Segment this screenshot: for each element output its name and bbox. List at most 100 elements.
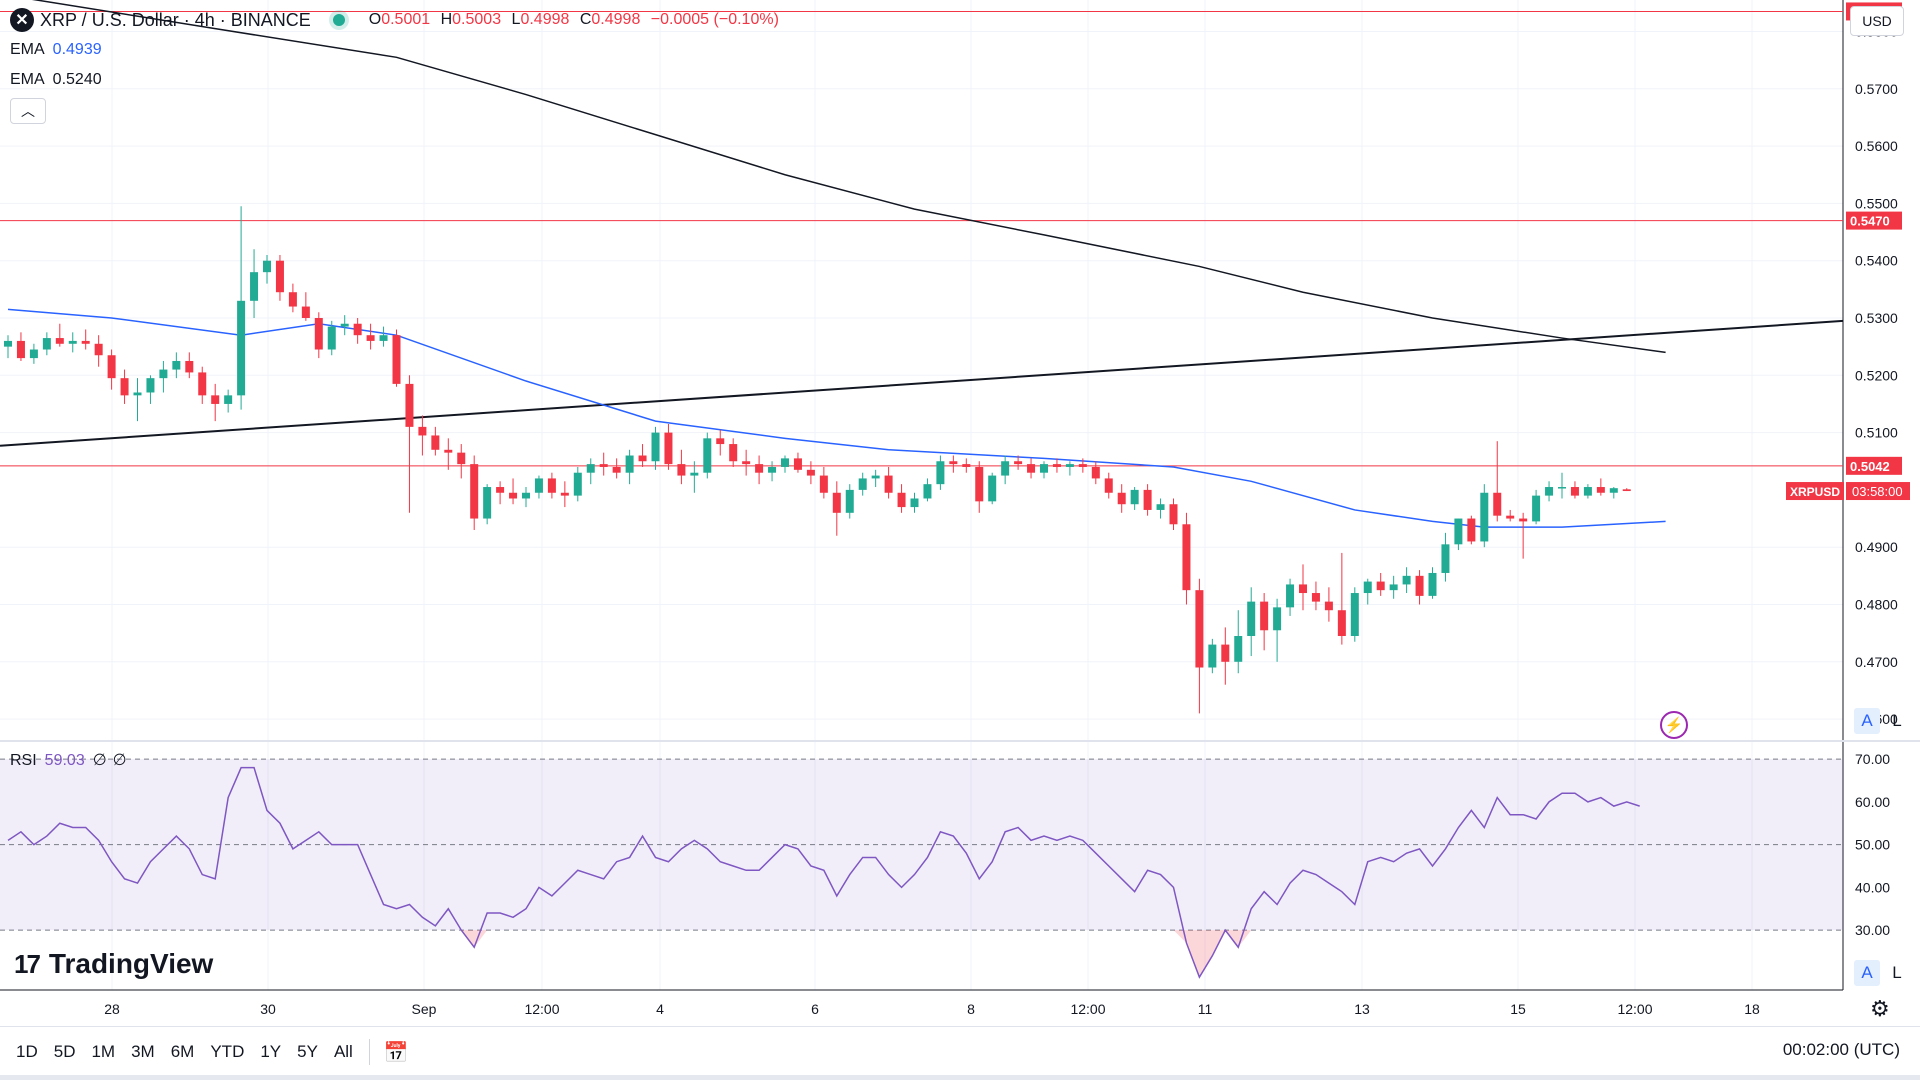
time-tick-label: 30 <box>260 1001 276 1017</box>
candle-body <box>703 438 712 473</box>
candle-body <box>936 461 945 485</box>
candle <box>599 452 608 476</box>
candle <box>1027 458 1036 479</box>
candle <box>107 349 116 390</box>
candle-body <box>522 492 530 499</box>
timeframe-1y[interactable]: 1Y <box>260 1042 282 1061</box>
ema-slow-legend[interactable]: EMA 0.5240 <box>10 71 102 89</box>
candle <box>819 466 828 499</box>
rsi-oversold-fill <box>461 930 1252 978</box>
last-price-countdown-badge <box>1846 482 1910 501</box>
candle <box>431 426 440 456</box>
candle-body <box>858 478 867 490</box>
candle <box>301 292 310 321</box>
timeframe-3m[interactable]: 3M <box>131 1042 155 1061</box>
candle-body <box>405 383 414 427</box>
candle-body <box>1273 607 1282 631</box>
candle <box>781 455 789 473</box>
rsi-auto-scale-toggle[interactable]: A <box>1854 960 1880 986</box>
candle-body <box>301 306 310 318</box>
price-auto-scale-toggle[interactable]: A <box>1854 708 1880 734</box>
candle <box>884 466 893 499</box>
candle-body <box>1363 581 1372 594</box>
rsi-log-scale-toggle[interactable]: L <box>1892 963 1902 982</box>
timeframe-1m[interactable]: 1M <box>91 1042 116 1061</box>
xrp-logo-icon: ✕ <box>10 8 34 32</box>
timeframe-5y[interactable]: 5Y <box>297 1042 318 1061</box>
calendar-range-icon[interactable]: 📅 <box>383 1041 409 1064</box>
price-level-badge-text: 0.5470 <box>1850 214 1890 229</box>
candle <box>379 326 388 347</box>
currency-button[interactable]: USD <box>1850 6 1904 36</box>
candle-body <box>651 432 660 462</box>
candle <box>1506 509 1515 522</box>
candle <box>923 478 932 502</box>
price-level-badge-text: 0.5042 <box>1850 459 1890 474</box>
candle-body <box>729 444 738 462</box>
tradingview-logo[interactable]: 17 TradingView <box>14 948 213 980</box>
utc-clock[interactable]: 00:02:00 (UTC) <box>1782 1040 1900 1059</box>
candle <box>496 481 505 505</box>
candle <box>4 335 12 359</box>
ema-fast-legend[interactable]: EMA 0.4939 <box>10 41 102 59</box>
candle <box>457 444 466 479</box>
candle <box>1583 484 1592 499</box>
price-log-scale-toggle[interactable]: L <box>1892 711 1902 730</box>
candle-body <box>1583 487 1592 496</box>
candle-body <box>353 323 362 336</box>
timeframe-5d[interactable]: 5D <box>53 1042 76 1061</box>
candle-body <box>988 475 997 502</box>
candle <box>263 254 271 284</box>
settings-gear-icon[interactable]: ⚙ <box>1870 996 1890 1021</box>
candle <box>1376 572 1385 596</box>
candle <box>1454 518 1463 551</box>
timeframe-6m[interactable]: 6M <box>170 1042 195 1061</box>
candle <box>1441 532 1450 582</box>
candle <box>68 332 77 353</box>
candle <box>1609 487 1618 499</box>
candle-body <box>599 464 608 467</box>
candle <box>42 332 51 356</box>
candle-body <box>1156 504 1165 510</box>
candle-body <box>1570 487 1579 496</box>
lightning-icon[interactable]: ⚡ <box>1660 711 1688 739</box>
candle <box>483 484 492 525</box>
candle-body <box>379 335 388 341</box>
candle-body <box>534 478 543 493</box>
candle <box>1052 458 1061 473</box>
candle <box>793 452 802 473</box>
candle-body <box>1454 518 1463 545</box>
candle-body <box>1609 488 1618 493</box>
ema-fast-value: 0.4939 <box>52 41 102 58</box>
candle <box>1065 461 1074 476</box>
candle <box>690 461 699 493</box>
price-tick-label: 0.5300 <box>1855 310 1898 326</box>
candle <box>120 369 129 404</box>
collapse-legend-button[interactable]: ︿ <box>10 98 46 124</box>
candle <box>405 375 414 513</box>
candle-body <box>1052 464 1061 467</box>
high-value: 0.5003 <box>452 11 502 28</box>
candle-body <box>431 435 440 450</box>
candle-body <box>768 466 777 473</box>
timeframe-1d[interactable]: 1D <box>16 1042 38 1061</box>
symbol-title[interactable]: XRP / U.S. Dollar · 4h · BINANCE <box>40 9 311 30</box>
candle-body <box>949 461 958 465</box>
candle <box>1014 455 1023 470</box>
candle-body <box>1402 575 1411 585</box>
rsi-legend[interactable]: RSI 59.03 ∅ ∅ <box>10 750 127 770</box>
timeframe-ytd[interactable]: YTD <box>210 1042 245 1061</box>
price-tick-label: 0.5200 <box>1855 367 1898 383</box>
candle-body <box>1040 464 1048 473</box>
candle <box>949 455 958 473</box>
candle-body <box>832 492 841 513</box>
time-tick-label: 13 <box>1354 1001 1370 1017</box>
candle <box>133 378 142 422</box>
price-tick-label: 0.5600 <box>1855 138 1898 154</box>
timeframe-all[interactable]: All <box>333 1042 353 1061</box>
candle <box>224 389 233 413</box>
last-price-symbol-badge <box>1786 482 1844 501</box>
candle <box>1519 512 1528 559</box>
